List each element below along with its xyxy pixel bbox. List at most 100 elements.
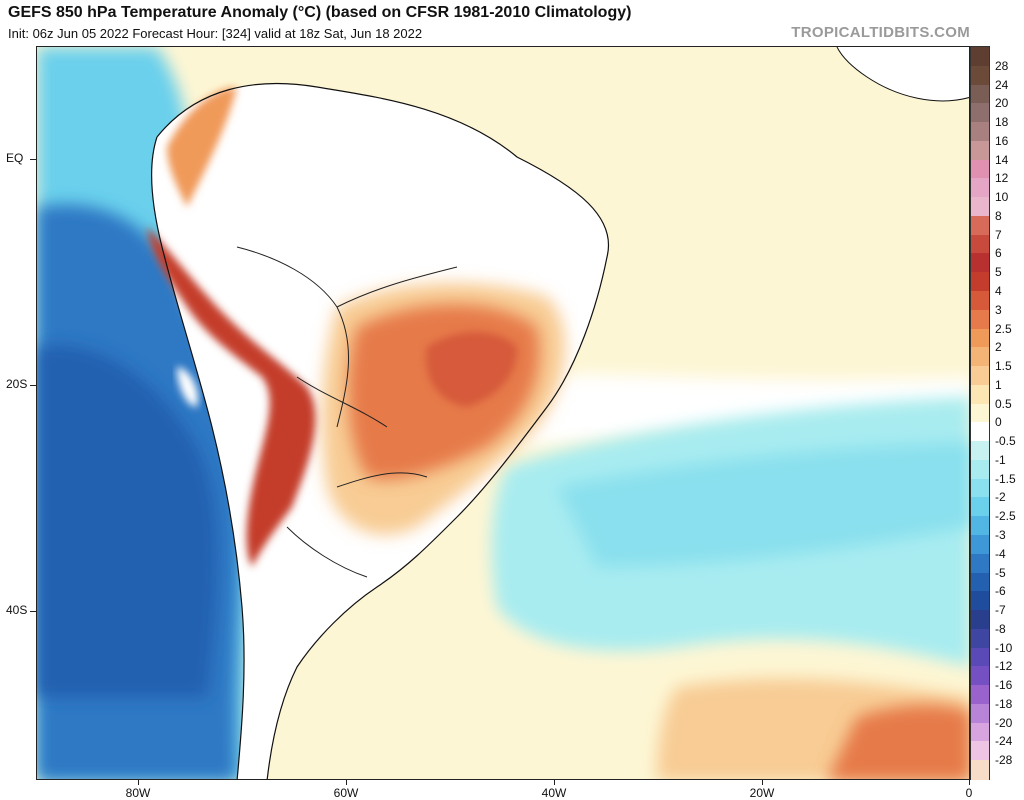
colorbar-cell: [971, 441, 989, 461]
colorbar-label: 1: [995, 377, 1002, 392]
colorbar-label: 1.5: [995, 359, 1012, 374]
colorbar-cell: [971, 384, 989, 405]
lat-label-20s: 20S: [6, 377, 28, 391]
map-panel: [36, 46, 970, 780]
colorbar-cell: [971, 272, 989, 292]
colorbar-label: -7: [995, 603, 1006, 618]
south-atlantic-warm-core: [827, 705, 969, 779]
colorbar-cell: [971, 610, 989, 630]
andes-north-warm: [167, 87, 237, 207]
brand-watermark: TROPICALTIDBITS.COM: [791, 24, 970, 41]
lat-label-eq: EQ: [6, 151, 24, 165]
colorbar-label: -12: [995, 659, 1013, 674]
lon-label-80w: 80W: [125, 786, 151, 800]
colorbar-cell: [971, 65, 989, 86]
brazil-warm-core: [426, 332, 517, 407]
colorbar-cell: [971, 647, 989, 667]
africa-land: [837, 47, 969, 101]
lon-tick: [969, 780, 970, 785]
country-borders: [236, 246, 458, 578]
colorbar-cell: [971, 760, 989, 780]
colorbar-label: 18: [995, 115, 1009, 130]
colorbar-cell: [971, 309, 989, 330]
colorbar-label: -8: [995, 621, 1006, 636]
pacific-cold-core: [37, 345, 217, 697]
colorbar-label: 4: [995, 284, 1002, 298]
colorbar-cell: [971, 422, 989, 442]
colorbar-label: 14: [995, 152, 1009, 167]
colorbar-cell: [971, 459, 989, 480]
colorbar-label: -6: [995, 584, 1006, 599]
africa-coastline: [836, 47, 969, 102]
colorbar-label: 2: [995, 340, 1002, 355]
colorbar-label: 20: [995, 96, 1009, 111]
colorbar-label: -28: [995, 753, 1013, 768]
lon-tick: [138, 780, 139, 785]
anomaly-map: [37, 47, 969, 779]
andes-warm-ridge: [147, 227, 316, 567]
lat-tick: [30, 159, 36, 160]
colorbar-cell: [971, 215, 989, 236]
colorbar-label: -18: [995, 696, 1013, 711]
colorbar-label: -4: [995, 546, 1006, 561]
colorbar-cell: [971, 666, 989, 686]
colorbar-label: 5: [995, 265, 1002, 280]
colorbar-label: -2: [995, 490, 1006, 505]
colorbar-cell: [971, 516, 989, 536]
colorbar-cell: [971, 103, 989, 123]
colorbar-cell: [971, 328, 989, 348]
colorbar-cell: [971, 197, 989, 217]
colorbar-cell: [971, 159, 989, 179]
lon-tick: [554, 780, 555, 785]
colorbar-label: -1.5: [995, 471, 1016, 486]
colorbar-label: 28: [995, 58, 1009, 73]
colorbar-label: 24: [995, 77, 1009, 92]
pacific-neutral-spot: [177, 367, 198, 407]
colorbar-cell: [971, 291, 989, 311]
colorbar-cell: [971, 685, 989, 705]
colorbar-label: -1: [995, 452, 1006, 467]
colorbar-label: 16: [995, 133, 1009, 148]
atlantic-neutral-band: [497, 374, 969, 447]
colorbar-cell: [971, 178, 989, 198]
lon-label-40w: 40W: [541, 786, 567, 800]
colorbar-label: 0.5: [995, 396, 1012, 411]
lat-label-40s: 40S: [6, 603, 28, 617]
colorbar-label: -10: [995, 640, 1013, 655]
colorbar-label: 6: [995, 246, 1002, 261]
colorbar-label: 7: [995, 227, 1002, 242]
colorbar-cell: [971, 741, 989, 761]
colorbar-cell: [971, 591, 989, 611]
colorbar-cell: [971, 403, 989, 423]
lat-tick: [30, 385, 36, 386]
lat-tick: [30, 611, 36, 612]
colorbar-label: 2.5: [995, 321, 1012, 336]
colorbar-label: -3: [995, 528, 1006, 542]
colorbar-label: -0.5: [995, 434, 1016, 449]
colorbar-cell: [971, 628, 989, 649]
colorbar: [970, 46, 990, 780]
colorbar-label: 3: [995, 302, 1002, 317]
atlantic-cooler-core: [557, 442, 969, 567]
map-title: GEFS 850 hPa Temperature Anomaly (°C) (b…: [8, 4, 632, 21]
colorbar-cell: [971, 122, 989, 142]
colorbar-label: -5: [995, 565, 1006, 580]
colorbar-cell: [971, 84, 989, 104]
colorbar-cell: [971, 347, 989, 367]
colorbar-label: 8: [995, 208, 1002, 223]
colorbar-label: 0: [995, 415, 1002, 430]
colorbar-label: -20: [995, 715, 1013, 730]
colorbar-cell: [971, 497, 989, 517]
west-coastline: [150, 136, 245, 779]
lon-label-0: 0: [965, 786, 973, 800]
colorbar-label: 10: [995, 190, 1009, 205]
lon-label-20w: 20W: [749, 786, 775, 800]
colorbar-cell: [971, 703, 989, 724]
lon-tick: [346, 780, 347, 785]
lon-label-60w: 60W: [333, 786, 359, 800]
colorbar-cell: [971, 478, 989, 499]
colorbar-cell: [971, 535, 989, 555]
colorbar-cell: [971, 253, 989, 273]
colorbar-cell: [971, 47, 989, 67]
map-subtitle: Init: 06z Jun 05 2022 Forecast Hour: [32…: [8, 26, 423, 41]
